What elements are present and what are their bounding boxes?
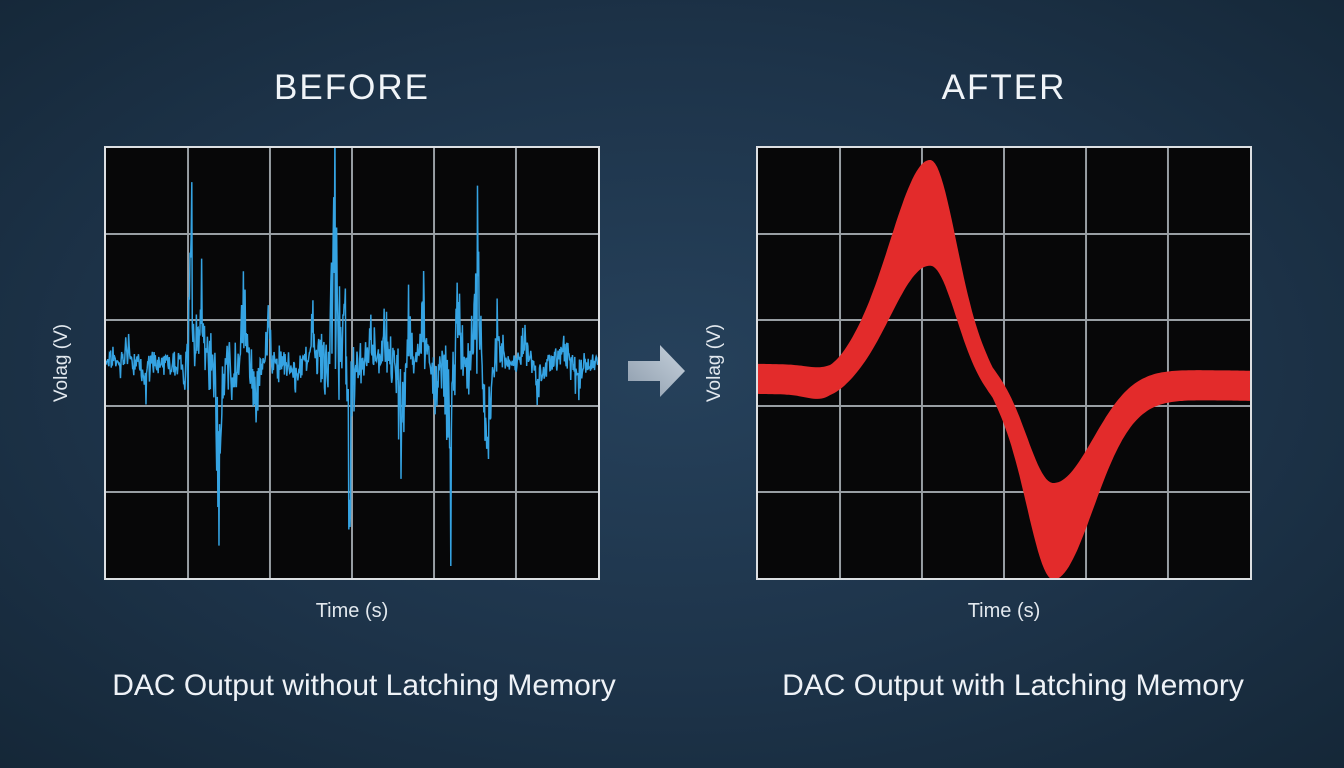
after-waveform-chart [758, 148, 1250, 578]
plot-before [104, 146, 600, 580]
plot-after [756, 146, 1252, 580]
before-waveform-chart [106, 148, 598, 578]
arrow-right-icon [628, 345, 685, 397]
panel-title-after: AFTER [941, 68, 1067, 107]
x-axis-label-after: Time (s) [967, 600, 1041, 622]
y-axis-label-after: Volag (V) [704, 323, 725, 403]
caption-after: DAC Output with Latching Memory [782, 669, 1244, 702]
x-axis-label-before: Time (s) [315, 600, 389, 622]
caption-before: DAC Output without Latching Memory [112, 669, 616, 702]
y-axis-label-before: Volag (V) [51, 323, 72, 403]
panel-title-before: BEFORE [274, 68, 430, 107]
